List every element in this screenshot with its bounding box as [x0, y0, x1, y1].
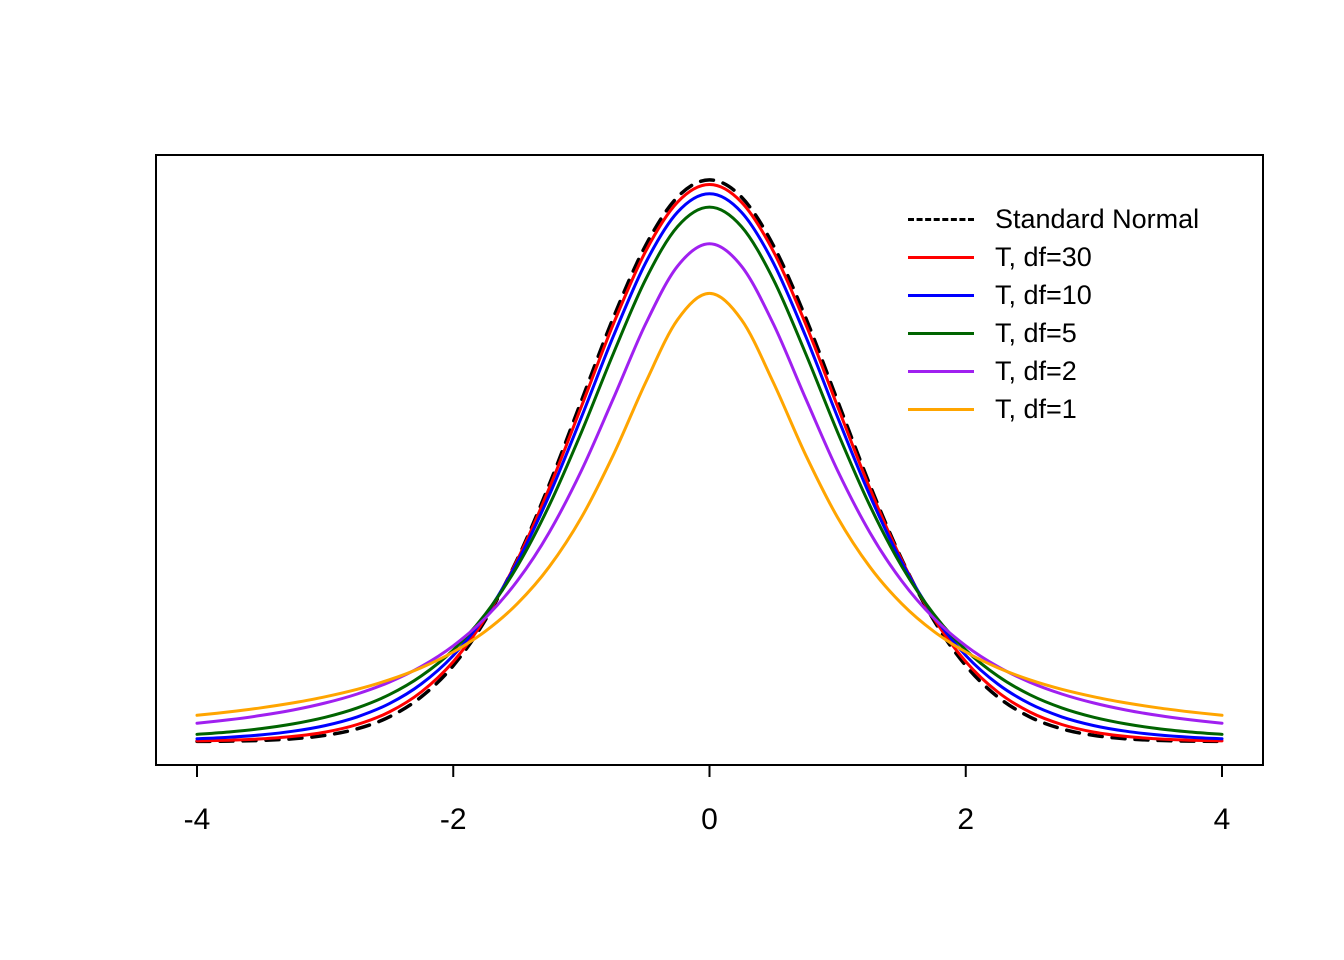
legend-item: T, df=30: [908, 238, 1199, 276]
legend-item-label: T, df=30: [995, 241, 1092, 272]
legend-item-label: T, df=10: [995, 279, 1092, 310]
legend-item: T, df=2: [908, 352, 1199, 390]
legend-line-sample: [908, 407, 974, 411]
legend-item-label: T, df=5: [995, 317, 1077, 348]
legend-line-sample: [908, 217, 974, 221]
legend-item: T, df=5: [908, 314, 1199, 352]
legend-line-sample: [908, 331, 974, 335]
legend-item: Standard Normal: [908, 200, 1199, 238]
series-line-standard-normal: [195, 178, 1224, 744]
series-line-t-df-5: [195, 205, 1224, 736]
legend-line-sample: [908, 369, 974, 373]
series-line-t-df-1: [195, 291, 1224, 717]
x-tick-label: 2: [957, 803, 974, 836]
legend: Standard Normal T, df=30 T, df=10 T, df=…: [908, 200, 1199, 428]
series-line-t-df-30: [195, 183, 1224, 743]
legend-item: T, df=10: [908, 276, 1199, 314]
legend-line-sample: [908, 293, 974, 297]
legend-item: T, df=1: [908, 390, 1199, 428]
series-line-t-df-10: [195, 192, 1224, 741]
legend-item-label: T, df=2: [995, 355, 1077, 386]
x-tick-label: -4: [184, 803, 211, 836]
x-tick-label: 4: [1214, 803, 1231, 836]
x-tick-label: -2: [440, 803, 467, 836]
x-tick-label: 0: [701, 803, 718, 836]
legend-line-sample: [908, 255, 974, 259]
legend-item-label: T, df=1: [995, 393, 1077, 424]
series-line-t-df-2: [195, 242, 1224, 725]
legend-item-label: Standard Normal: [995, 203, 1200, 234]
